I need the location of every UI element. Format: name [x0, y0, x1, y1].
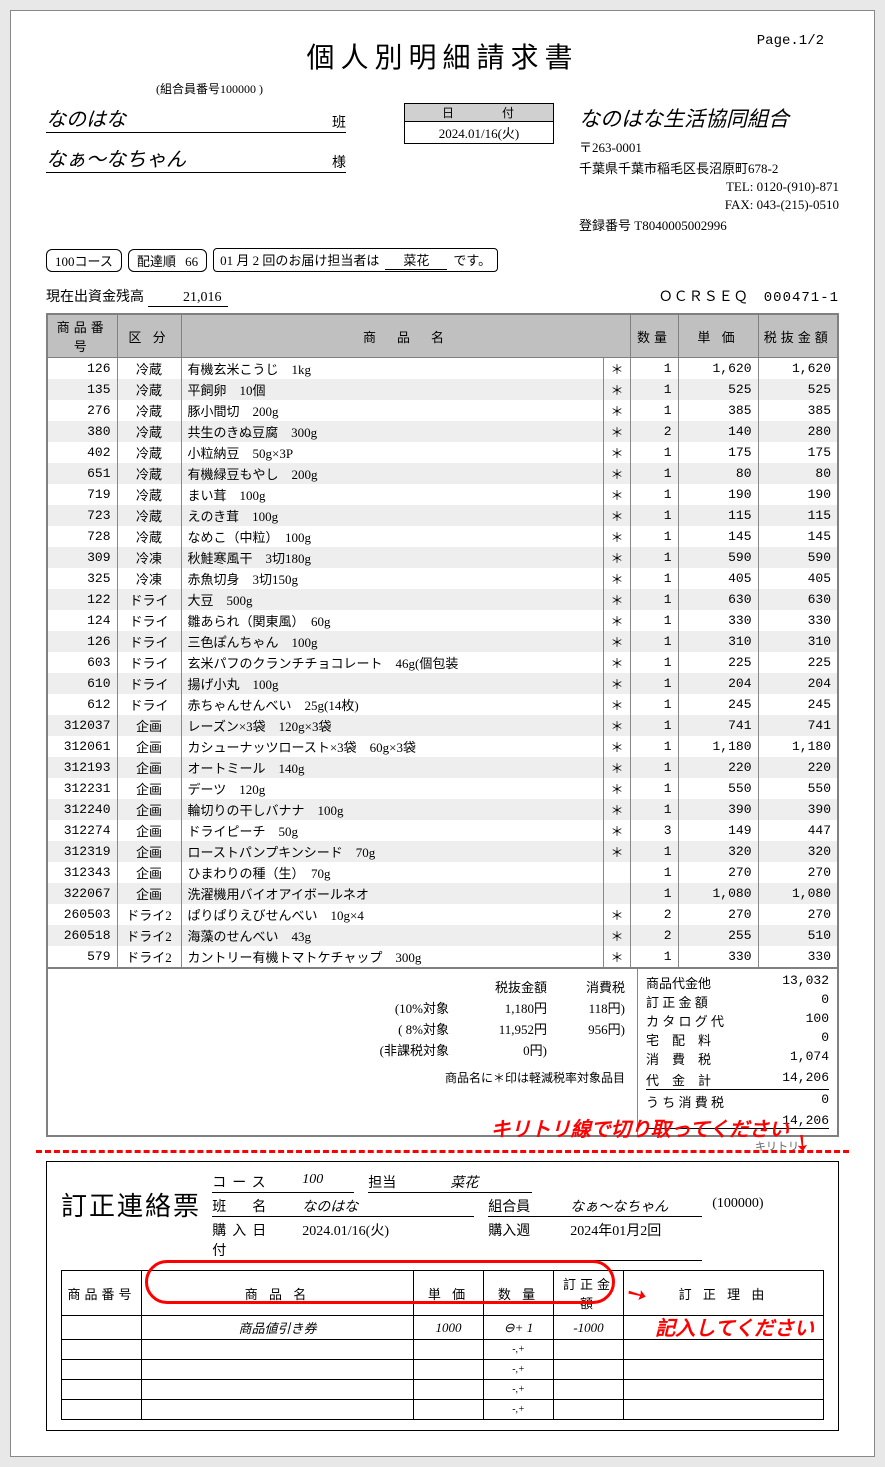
- date-value: 2024.01/16(火): [404, 121, 554, 144]
- document-title: 個人別明細請求書: [46, 36, 839, 76]
- table-row: 126冷蔵有機玄米こうじ 1kg＊11,6201,620: [47, 358, 838, 380]
- col-name: 商 品 名: [181, 314, 630, 358]
- table-row: 723冷蔵えのき茸 100g＊1115115: [47, 505, 838, 526]
- table-row: 719冷蔵まい茸 100g＊1190190: [47, 484, 838, 505]
- member-name: なぁ～なちゃん: [46, 143, 322, 172]
- table-row: 612ドライ赤ちゃんせんべい 25g(14枚)＊1245245: [47, 694, 838, 715]
- ocr-seq: ＯＣＲＳＥＱ 000471-1: [659, 286, 839, 307]
- delivery-order-pill: 配達順 66: [128, 249, 207, 272]
- correction-slip: 訂正連絡票 コース 100 担当 菜花 班 名 なのはな 組合員 なぁ～なちゃん…: [46, 1161, 839, 1431]
- coop-fax: FAX: 043-(215)-0510: [579, 197, 839, 213]
- coop-zip: 〒263-0001: [579, 137, 839, 156]
- group-suffix: 班: [322, 112, 346, 132]
- col-code: 商品番号: [47, 314, 117, 358]
- table-row: 122ドライ大豆 500g＊1630630: [47, 589, 838, 610]
- col-price: 単 価: [678, 314, 758, 358]
- member-number-line: (組合員番号100000 ): [156, 80, 839, 97]
- col-cat: 区 分: [117, 314, 181, 358]
- col-amt: 税抜金額: [758, 314, 838, 358]
- table-row: 610ドライ揚げ小丸 100g＊1204204: [47, 673, 838, 694]
- table-row: 126ドライ三色ぽんちゃん 100g＊1310310: [47, 631, 838, 652]
- table-row: 312343企画ひまわりの種（生） 70g1270270: [47, 862, 838, 883]
- coop-tel: TEL: 0120-(910)-871: [579, 179, 839, 195]
- table-row: 312240企画輪切りの干しバナナ 100g＊1390390: [47, 799, 838, 820]
- write-instruction: 記入してください: [655, 1312, 814, 1341]
- totals-box: 税抜金額消費税 (10%対象1,180円118円) ( 8%対象11,952円9…: [46, 969, 839, 1137]
- table-row: 312193企画オートミール 140g＊1220220: [47, 757, 838, 778]
- coop-addr: 千葉県千葉市稲毛区長沼原町678-2: [579, 158, 839, 177]
- group-name: なのはな: [46, 103, 322, 132]
- table-row: 728冷蔵なめこ（中粒） 100g＊1145145: [47, 526, 838, 547]
- table-row: 124ドライ雛あられ（関東風） 60g＊1330330: [47, 610, 838, 631]
- table-row: 260518ドライ2海藻のせんべい 43g＊2255510: [47, 925, 838, 946]
- items-table: 商品番号 区 分 商 品 名 数量 単 価 税抜金額 126冷蔵有機玄米こうじ …: [46, 313, 839, 969]
- member-suffix: 様: [322, 152, 346, 172]
- coop-reg: 登録番号 T8040005002996: [579, 215, 839, 234]
- delivery-info-box: 01 月 2 回のお届け担当者は 菜花 です。: [213, 248, 498, 272]
- table-row: 260503ドライ2ぱりぱりえびせんべい 10g×4＊2270270: [47, 904, 838, 925]
- date-label: 日 付: [404, 103, 554, 121]
- table-row: 579ドライ2カントリー有機トマトケチャップ 300g＊1330330: [47, 946, 838, 968]
- table-row: 312061企画カシューナッツロースト×3袋 60g×3袋＊11,1801,18…: [47, 736, 838, 757]
- tax-note: 商品名に＊印は軽減税率対象品目: [60, 1069, 625, 1086]
- table-row: 402冷蔵小粒納豆 50g×3P＊1175175: [47, 442, 838, 463]
- date-box: 日 付 2024.01/16(火): [404, 103, 554, 144]
- table-row: 135冷蔵平飼卵 10個＊1525525: [47, 379, 838, 400]
- table-row: 651冷蔵有機緑豆もやし 200g＊18080: [47, 463, 838, 484]
- table-row: 312274企画ドライピーチ 50g＊3149447: [47, 820, 838, 841]
- cut-line: [36, 1150, 849, 1153]
- table-row: 312231企画デーツ 120g＊1550550: [47, 778, 838, 799]
- page-number: Page.1/2: [757, 33, 824, 49]
- slip-table: 商品番号 商 品 名 単 価 数 量 訂正金額 訂 正 理 由 商品値引き券 1…: [61, 1270, 824, 1420]
- table-row: 603ドライ玄米パフのクランチチョコレート 46g(個包装＊1225225: [47, 652, 838, 673]
- table-row: 312319企画ローストパンプキンシード 70g＊1320320: [47, 841, 838, 862]
- table-row: 322067企画洗濯機用バイオアイボールネオ11,0801,080: [47, 883, 838, 904]
- table-row: 325冷凍赤魚切身 3切150g＊1405405: [47, 568, 838, 589]
- cut-instruction: キリトリ線で切り取ってください: [46, 1113, 839, 1142]
- invoice-page: Page.1/2 個人別明細請求書 (組合員番号100000 ) なのはな 班 …: [10, 10, 875, 1457]
- coop-name: なのはな生活協同組合: [579, 103, 839, 133]
- slip-title: 訂正連絡票: [61, 1186, 201, 1223]
- table-row: 309冷凍秋鮭寒風干 3切180g＊1590590: [47, 547, 838, 568]
- course-pill: 100コース: [46, 249, 122, 272]
- table-row: 380冷蔵共生のきぬ豆腐 300g＊2140280: [47, 421, 838, 442]
- balance: 現在出資金残高 21,016: [46, 286, 228, 307]
- col-qty: 数量: [630, 314, 678, 358]
- table-row: 276冷蔵豚小間切 200g＊1385385: [47, 400, 838, 421]
- table-row: 312037企画レーズン×3袋 120g×3袋＊1741741: [47, 715, 838, 736]
